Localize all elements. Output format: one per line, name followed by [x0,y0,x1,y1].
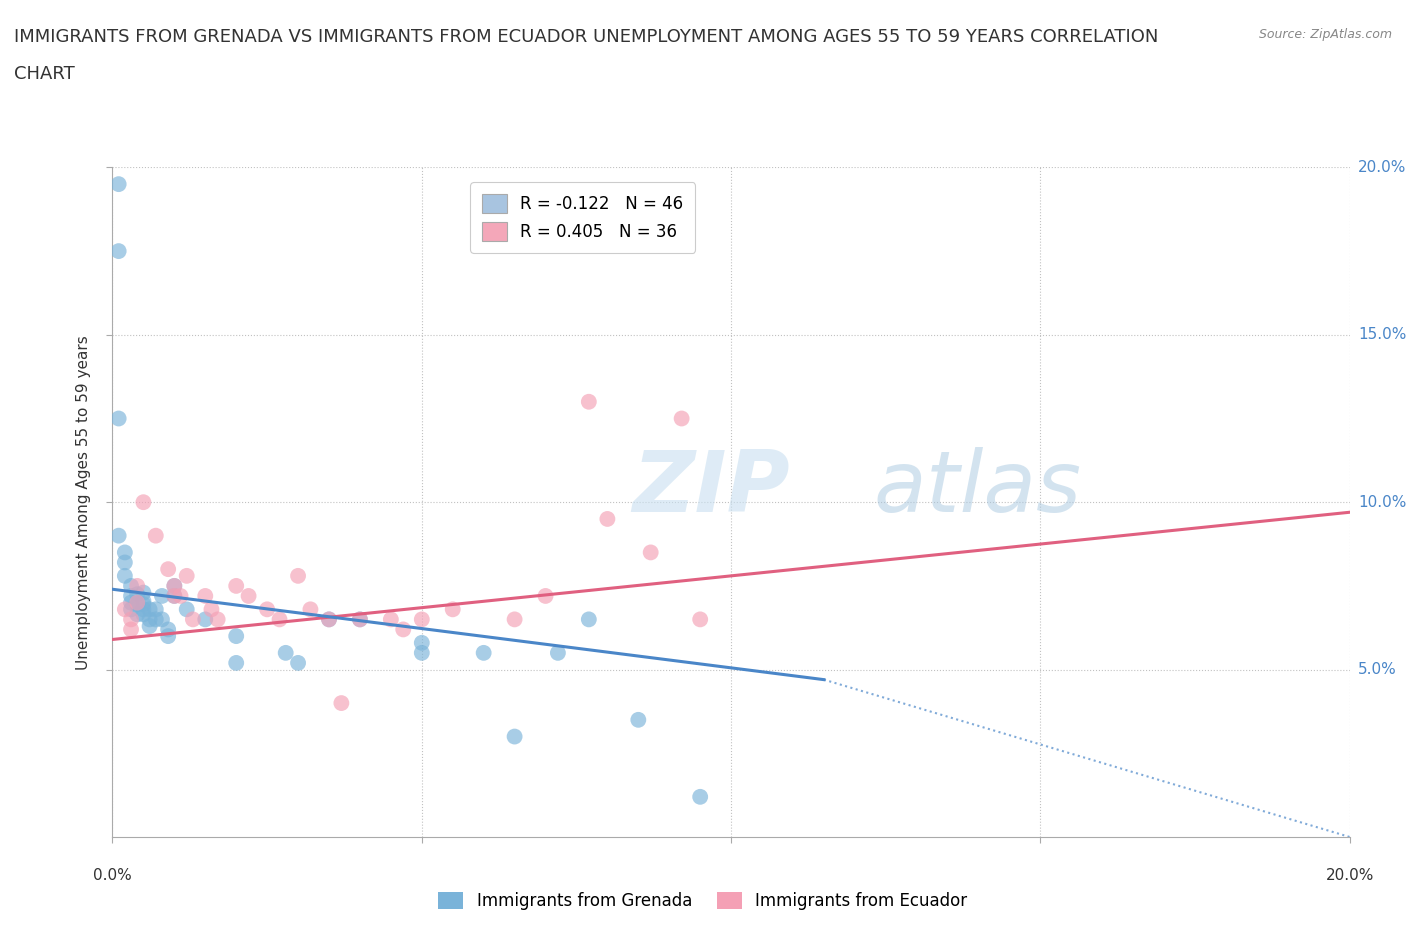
Point [150,612,173,627]
Legend: R = -0.122   N = 46, R = 0.405   N = 36: R = -0.122 N = 46, R = 0.405 N = 36 [470,182,695,253]
Point [349,612,371,627]
Point [127,607,149,622]
Point [157,622,180,637]
Point [127,587,149,602]
Point [534,589,557,604]
Point [157,562,180,577]
Point [120,622,142,637]
Point [150,589,173,604]
Point [132,585,155,600]
Point [114,602,136,617]
Point [114,555,136,570]
Point [689,790,711,804]
Text: 0.0%: 0.0% [93,868,132,883]
Text: Source: ZipAtlas.com: Source: ZipAtlas.com [1258,28,1392,41]
Point [640,545,662,560]
Point [238,589,260,604]
Text: 5.0%: 5.0% [1358,662,1396,677]
Point [318,612,340,627]
Point [627,712,650,727]
Point [287,656,309,671]
Point [578,612,600,627]
Point [596,512,619,526]
Point [127,597,149,612]
Point [392,622,415,637]
Point [132,593,155,608]
Point [127,595,149,610]
Point [169,589,191,604]
Point [107,177,129,192]
Text: 10.0%: 10.0% [1358,495,1406,510]
Point [503,729,526,744]
Point [145,612,167,627]
Point [194,589,217,604]
Text: ZIP: ZIP [633,447,790,530]
Point [107,244,129,259]
Point [107,528,129,543]
Point [114,568,136,583]
Point [132,602,155,617]
Point [225,629,247,644]
Point [503,612,526,627]
Point [441,602,464,617]
Point [225,578,247,593]
Text: 20.0%: 20.0% [1358,160,1406,175]
Point [132,495,155,510]
Point [318,612,340,627]
Point [163,578,186,593]
Point [120,612,142,627]
Point [472,645,495,660]
Point [132,597,155,612]
Point [269,612,291,627]
Point [411,612,433,627]
Point [138,618,160,633]
Point [411,645,433,660]
Legend: Immigrants from Grenada, Immigrants from Ecuador: Immigrants from Grenada, Immigrants from… [432,885,974,917]
Point [163,578,186,593]
Point [127,578,149,593]
Point [132,607,155,622]
Point [349,612,371,627]
Point [299,602,322,617]
Point [671,411,693,426]
Point [287,568,309,583]
Point [163,589,186,604]
Point [274,645,297,660]
Point [114,545,136,560]
Point [181,612,204,627]
Point [145,602,167,617]
Point [120,602,142,617]
Point [145,528,167,543]
Text: atlas: atlas [873,447,1081,530]
Point [207,612,229,627]
Point [380,612,402,627]
Point [138,602,160,617]
Point [194,612,217,627]
Text: 20.0%: 20.0% [1326,868,1374,883]
Text: 15.0%: 15.0% [1358,327,1406,342]
Point [120,589,142,604]
Point [200,602,222,617]
Point [330,696,353,711]
Point [157,629,180,644]
Y-axis label: Unemployment Among Ages 55 to 59 years: Unemployment Among Ages 55 to 59 years [76,335,91,670]
Text: IMMIGRANTS FROM GRENADA VS IMMIGRANTS FROM ECUADOR UNEMPLOYMENT AMONG AGES 55 TO: IMMIGRANTS FROM GRENADA VS IMMIGRANTS FR… [14,28,1159,46]
Point [176,602,198,617]
Point [689,612,711,627]
Point [120,595,142,610]
Point [138,612,160,627]
Point [256,602,278,617]
Text: CHART: CHART [14,65,75,83]
Point [578,394,600,409]
Point [176,568,198,583]
Point [547,645,569,660]
Point [411,635,433,650]
Point [163,589,186,604]
Point [225,656,247,671]
Point [120,578,142,593]
Point [107,411,129,426]
